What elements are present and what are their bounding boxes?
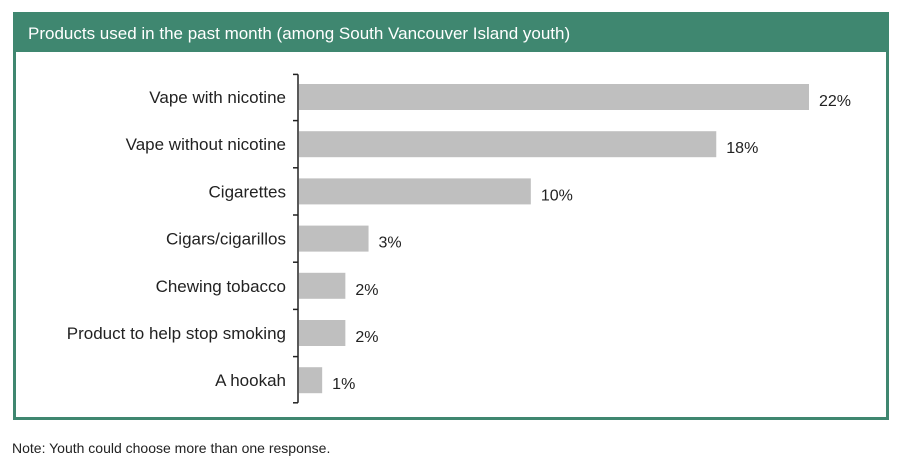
value-label: 2% bbox=[355, 282, 378, 299]
value-label: 3% bbox=[379, 235, 402, 252]
bar bbox=[299, 84, 809, 110]
bar bbox=[299, 178, 531, 205]
bar bbox=[299, 367, 323, 394]
category-label: Vape without nicotine bbox=[126, 135, 286, 154]
value-label: 22% bbox=[819, 93, 851, 110]
bar bbox=[299, 225, 369, 252]
chart-frame: Products used in the past month (among S… bbox=[13, 12, 889, 420]
bar bbox=[299, 131, 717, 158]
category-label: Chewing tobacco bbox=[156, 277, 286, 296]
bar bbox=[299, 272, 346, 299]
chart-note: Note: Youth could choose more than one r… bbox=[12, 440, 331, 456]
category-label: Cigarettes bbox=[209, 182, 286, 201]
chart-title: Products used in the past month (among S… bbox=[16, 15, 886, 52]
category-label: Product to help stop smoking bbox=[67, 324, 286, 343]
value-label: 18% bbox=[726, 140, 758, 157]
value-label: 10% bbox=[541, 187, 573, 204]
value-label: 1% bbox=[332, 376, 355, 393]
value-label: 2% bbox=[355, 329, 378, 346]
bar bbox=[299, 320, 346, 346]
bar-chart: Vape with nicotine 22% Vape without nicoti… bbox=[67, 73, 851, 404]
category-label: Vape with nicotine bbox=[149, 88, 286, 107]
category-label: A hookah bbox=[215, 371, 286, 390]
category-label: Cigars/cigarillos bbox=[166, 230, 286, 249]
